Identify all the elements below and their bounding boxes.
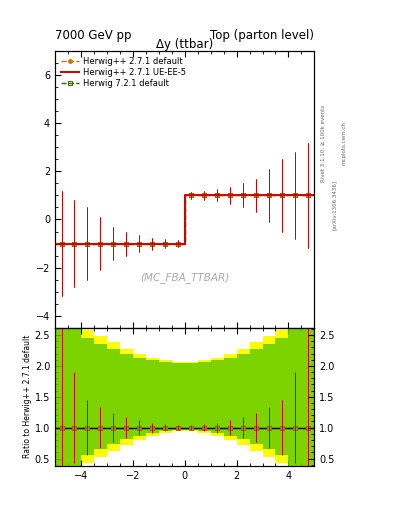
Text: [arXiv:1306.3436]: [arXiv:1306.3436]: [332, 180, 337, 230]
Text: Rivet 3.1.10, ≥ 100k events: Rivet 3.1.10, ≥ 100k events: [320, 105, 325, 182]
Legend: Herwig++ 2.7.1 default, Herwig++ 2.7.1 UE-EE-5, Herwig 7.2.1 default: Herwig++ 2.7.1 default, Herwig++ 2.7.1 U…: [59, 55, 188, 90]
Text: mcplots.cern.ch: mcplots.cern.ch: [342, 121, 347, 165]
Text: Top (parton level): Top (parton level): [210, 29, 314, 42]
Y-axis label: Ratio to Herwig++ 2.7.1 default: Ratio to Herwig++ 2.7.1 default: [23, 335, 32, 458]
Title: Δy (ttbar): Δy (ttbar): [156, 38, 213, 51]
Text: 7000 GeV pp: 7000 GeV pp: [55, 29, 132, 42]
Text: (MC_FBA_TTBAR): (MC_FBA_TTBAR): [140, 272, 230, 283]
